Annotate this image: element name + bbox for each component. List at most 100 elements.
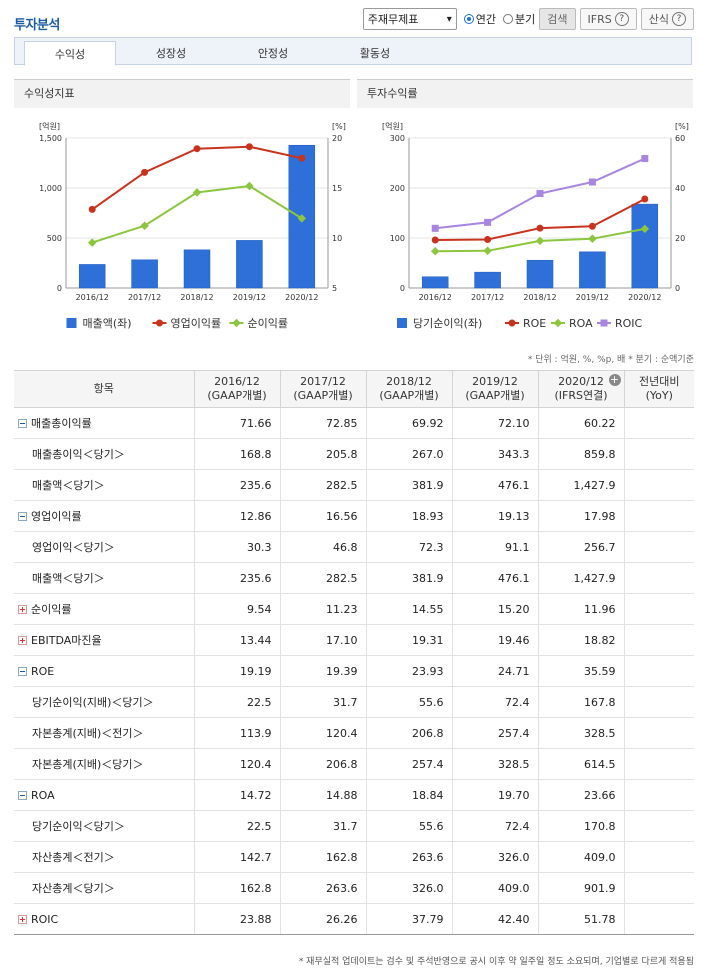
- value-cell: 72.4: [451, 686, 538, 718]
- x-tick-label: 2017/12: [471, 293, 504, 302]
- data-point: [641, 155, 649, 163]
- value-cell: 18.82: [537, 624, 624, 656]
- column-header-sublabel: (GAAP개별): [293, 389, 353, 402]
- value-cell: 18.84: [365, 779, 452, 811]
- table-row: 자산총계＜전기＞ 142.7 162.8 263.6 326.0 409.0: [14, 841, 694, 873]
- value-cell: 206.8: [279, 748, 366, 780]
- column-header-sublabel: (GAAP개별): [379, 389, 439, 402]
- legend-label: 매출액(좌): [83, 317, 132, 330]
- statement-select[interactable]: 주재무제표 ▾: [362, 8, 457, 30]
- collapse-icon[interactable]: [18, 790, 27, 800]
- value-cell: 15.20: [451, 593, 538, 625]
- y-tick-label-right: 10: [332, 234, 342, 243]
- value-cell: 381.9: [365, 469, 452, 501]
- row-label: 매출액＜당기＞: [32, 572, 105, 585]
- value-cell: 120.4: [279, 717, 366, 749]
- row-label: 매출액＜당기＞: [32, 479, 105, 492]
- value-cell: [623, 903, 694, 935]
- value-cell: 55.6: [365, 686, 452, 718]
- radio-annual[interactable]: 연간: [463, 11, 496, 27]
- tab-profitability[interactable]: 수익성: [24, 41, 116, 66]
- value-cell: 257.4: [365, 748, 452, 780]
- ifrs-label: IFRS: [587, 12, 612, 26]
- collapse-icon[interactable]: [18, 512, 27, 521]
- row-label: 매출총이익률: [31, 417, 92, 430]
- table-row: 매출총이익＜당기＞ 168.8 205.8 267.0 343.3 859.8: [14, 438, 694, 470]
- x-tick-label: 2017/12: [128, 293, 161, 302]
- value-cell: 9.54: [193, 593, 280, 625]
- table-row: 자산총계＜당기＞ 162.8 263.6 326.0 409.0 901.9: [14, 872, 694, 904]
- legend-marker: [553, 318, 563, 328]
- bar: [579, 251, 606, 289]
- right-axis-unit: [%]: [675, 122, 689, 131]
- radio-annual-dot[interactable]: [463, 14, 474, 24]
- table-row: 당기순이익(지배)＜당기＞ 22.5 31.7 55.6 72.4 167.8: [14, 686, 694, 718]
- tab-bar: 수익성 성장성 안정성 활동성: [14, 37, 692, 66]
- table-row: ROIC 23.88 26.26 37.79 42.40 51.78: [14, 903, 694, 935]
- value-cell: 263.6: [279, 872, 366, 904]
- column-header-sublabel: (GAAP개별): [465, 389, 525, 402]
- page-title: 투자분석: [14, 18, 60, 33]
- value-cell: 22.5: [193, 810, 280, 842]
- row-label-cell: ROE: [14, 655, 194, 687]
- data-point: [141, 168, 149, 176]
- x-tick-label: 2018/12: [523, 293, 556, 302]
- bar: [526, 259, 554, 289]
- add-column-icon[interactable]: +: [608, 373, 621, 386]
- row-label-cell: 매출총이익＜당기＞: [14, 438, 194, 470]
- value-cell: 26.26: [279, 903, 366, 935]
- chart-title-profitability: 수익성지표: [14, 80, 350, 108]
- left-axis-unit: [억원]: [39, 121, 60, 131]
- value-cell: 31.7: [279, 686, 366, 718]
- table-row: 영업이익률 12.86 16.56 18.93 19.13 17.98: [14, 500, 694, 532]
- data-point: [641, 195, 649, 203]
- data-point: [536, 224, 544, 232]
- expand-icon[interactable]: [18, 605, 27, 614]
- x-tick-label: 2016/12: [76, 293, 109, 302]
- bar: [288, 144, 316, 289]
- collapse-icon[interactable]: [18, 666, 27, 676]
- data-point: [431, 236, 439, 244]
- data-point: [431, 224, 439, 232]
- x-tick-label: 2018/12: [180, 293, 213, 302]
- value-cell: 263.6: [365, 841, 452, 873]
- chart-title-investment: 투자수익률: [357, 80, 693, 108]
- value-cell: 476.1: [451, 562, 538, 594]
- radio-quarter-dot[interactable]: [503, 14, 514, 24]
- y-tick-label-left: 0: [400, 284, 405, 293]
- expand-icon[interactable]: [18, 914, 27, 924]
- value-cell: 328.5: [537, 717, 624, 749]
- data-point: [192, 188, 202, 197]
- tab-stability[interactable]: 안정성: [257, 47, 289, 60]
- y-tick-label-right: 20: [675, 234, 685, 243]
- value-cell: [623, 655, 694, 687]
- row-label: 매출총이익＜당기＞: [32, 448, 125, 461]
- value-cell: 901.9: [537, 872, 624, 904]
- row-label-cell: 자산총계＜당기＞: [14, 872, 194, 904]
- expand-icon[interactable]: [18, 636, 27, 645]
- table-row: 매출총이익률 71.66 72.85 69.92 72.10 60.22: [14, 407, 694, 439]
- legend-marker: [232, 318, 241, 328]
- y-tick-label-left: 1,000: [39, 184, 62, 193]
- data-point: [588, 178, 596, 186]
- value-cell: 282.5: [279, 469, 366, 501]
- value-cell: 614.5: [537, 748, 624, 780]
- tab-growth[interactable]: 성장성: [155, 47, 187, 60]
- row-label-cell: 당기순이익＜당기＞: [14, 810, 194, 842]
- table-header-row: 항목 2016/12 (GAAP개별) 2017/12 (GAAP개별) 2018/12(…: [14, 370, 694, 408]
- value-cell: 22.5: [193, 686, 280, 718]
- unit-note: * 단위 : 억원, %, %p, 배 * 분기 : 순액기준: [527, 355, 694, 365]
- y-tick-label-left: 500: [47, 234, 62, 243]
- value-cell: 205.8: [279, 438, 366, 470]
- value-cell: 206.8: [365, 717, 452, 749]
- ifrs-button[interactable]: IFRS ?: [579, 8, 637, 30]
- formula-button[interactable]: 산식 ?: [640, 8, 694, 30]
- tab-activity[interactable]: 활동성: [359, 47, 391, 60]
- value-cell: 235.6: [193, 469, 280, 501]
- y-tick-label-right: 0: [675, 284, 680, 293]
- radio-quarter[interactable]: 분기: [503, 11, 535, 27]
- column-header: 2016/12 (GAAP개별): [193, 370, 281, 408]
- collapse-icon[interactable]: [18, 419, 27, 428]
- column-header-item: 항목: [14, 370, 195, 408]
- search-button[interactable]: 검색: [539, 8, 576, 30]
